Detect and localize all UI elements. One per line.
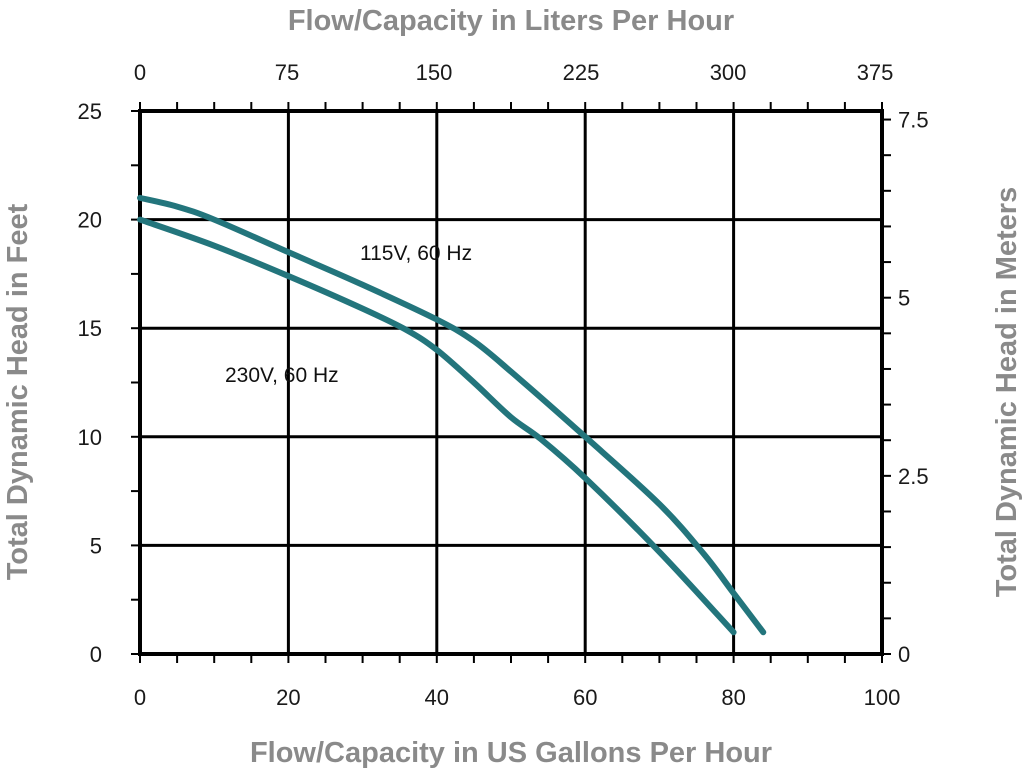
x2-tick-label: 150 — [416, 60, 453, 85]
y-tick-label: 0 — [90, 642, 102, 667]
x2-axis-title: Flow/Capacity in Liters Per Hour — [288, 5, 734, 37]
y-tick-label: 5 — [90, 533, 102, 558]
y2-axis-title: Total Dynamic Head in Meters — [991, 187, 1023, 597]
x-axis-title: Flow/Capacity in US Gallons Per Hour — [250, 737, 772, 769]
series-line-115v — [137, 194, 767, 636]
x-tick-label: 100 — [864, 685, 901, 710]
x-tick-label: 40 — [425, 685, 449, 710]
y-tick-label: 10 — [78, 425, 102, 450]
grid-lines — [140, 111, 882, 654]
y-tick-label: 15 — [78, 316, 102, 341]
x-tick-label: 20 — [276, 685, 300, 710]
y2-tick-label: 2.5 — [898, 464, 929, 489]
series-label-115v: 115V, 60 Hz — [360, 242, 472, 265]
y-axis-title: Total Dynamic Head in Feet — [2, 203, 34, 580]
x2-tick-label: 75 — [275, 60, 299, 85]
y-tick-label: 25 — [78, 99, 102, 124]
x2-tick-label: 375 — [857, 60, 894, 85]
x2-tick-label: 0 — [134, 60, 146, 85]
tick-labels: 0 20 40 60 80 100 0 5 10 15 20 25 0 75 150 225 300 375 0 2.… — [78, 60, 929, 710]
y2-tick-label: 5 — [898, 286, 910, 311]
series-label-230v: 230V, 60 Hz — [225, 364, 339, 387]
y2-tick-label: 0 — [898, 642, 910, 667]
x2-tick-label: 300 — [710, 60, 747, 85]
y-tick-label: 20 — [78, 208, 102, 233]
x-tick-label: 60 — [573, 685, 597, 710]
y2-tick-label: 7.5 — [898, 108, 929, 133]
x-tick-label: 0 — [134, 685, 146, 710]
plot-frame — [138, 109, 884, 656]
x2-tick-label: 225 — [563, 60, 600, 85]
x-tick-label: 80 — [721, 685, 745, 710]
series-lines — [137, 194, 767, 636]
series-line-230v — [137, 216, 737, 636]
